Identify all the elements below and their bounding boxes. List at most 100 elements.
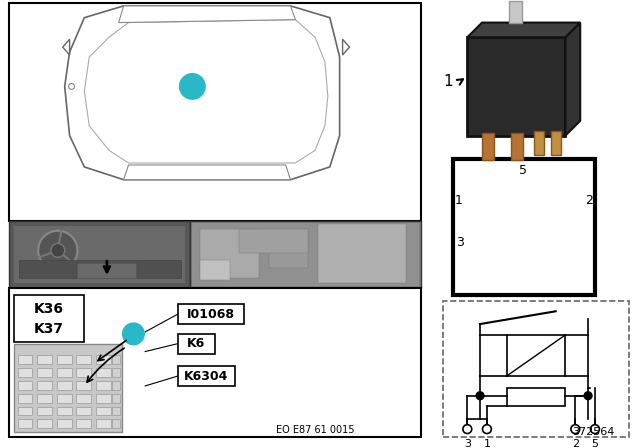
Bar: [509, 1, 522, 22]
Bar: [9, 288, 421, 437]
Polygon shape: [84, 20, 328, 163]
Bar: [193, 223, 419, 286]
Bar: [17, 394, 32, 403]
Text: 2: 2: [572, 439, 579, 448]
Bar: [9, 3, 421, 221]
Text: 1: 1: [129, 327, 138, 340]
Bar: [76, 368, 92, 377]
Bar: [57, 419, 72, 428]
Text: 1: 1: [454, 194, 462, 207]
Bar: [96, 394, 111, 403]
Circle shape: [180, 73, 205, 99]
Bar: [37, 394, 52, 403]
Bar: [458, 3, 595, 155]
Bar: [9, 221, 190, 288]
Bar: [13, 226, 186, 283]
Bar: [112, 419, 120, 428]
Text: 372564: 372564: [572, 427, 614, 437]
Circle shape: [476, 392, 484, 400]
Bar: [13, 344, 122, 432]
Circle shape: [591, 425, 600, 434]
Text: 3: 3: [464, 439, 471, 448]
Text: 1: 1: [188, 80, 196, 93]
Bar: [57, 381, 72, 390]
Circle shape: [51, 244, 65, 257]
Bar: [37, 406, 52, 415]
Bar: [178, 334, 215, 353]
Bar: [96, 355, 111, 364]
Polygon shape: [342, 39, 349, 55]
Bar: [57, 406, 72, 415]
Text: I01068: I01068: [187, 308, 235, 321]
Bar: [178, 366, 235, 386]
Bar: [37, 419, 52, 428]
Bar: [13, 295, 84, 342]
Bar: [112, 368, 120, 377]
Bar: [17, 368, 32, 377]
Polygon shape: [65, 6, 340, 180]
Text: K36: K36: [34, 302, 64, 316]
Bar: [96, 419, 111, 428]
Polygon shape: [63, 39, 70, 55]
Bar: [96, 406, 111, 415]
Polygon shape: [118, 6, 296, 22]
Bar: [112, 394, 120, 403]
Text: 2: 2: [585, 194, 593, 207]
Circle shape: [68, 83, 74, 89]
Bar: [57, 368, 72, 377]
Bar: [507, 335, 566, 376]
Bar: [76, 406, 92, 415]
Bar: [17, 406, 32, 415]
Bar: [17, 355, 32, 364]
Bar: [443, 302, 629, 437]
Bar: [76, 394, 92, 403]
Circle shape: [483, 425, 492, 434]
Polygon shape: [124, 165, 291, 180]
Bar: [57, 394, 72, 403]
Bar: [482, 133, 494, 160]
Text: 5: 5: [519, 164, 527, 177]
Bar: [239, 229, 308, 254]
Bar: [76, 381, 92, 390]
Bar: [37, 355, 52, 364]
Bar: [19, 260, 180, 278]
Bar: [96, 381, 111, 390]
Text: 3: 3: [456, 236, 465, 249]
Bar: [17, 419, 32, 428]
Bar: [112, 355, 120, 364]
Text: 5: 5: [591, 439, 598, 448]
Bar: [452, 159, 595, 295]
Polygon shape: [566, 22, 580, 135]
Bar: [37, 381, 52, 390]
Bar: [318, 224, 406, 283]
Bar: [534, 131, 544, 155]
Bar: [190, 221, 421, 288]
Text: K6: K6: [187, 337, 205, 350]
Circle shape: [463, 425, 472, 434]
Bar: [511, 133, 524, 160]
Bar: [96, 368, 111, 377]
Bar: [200, 260, 230, 280]
Polygon shape: [467, 22, 580, 37]
Bar: [37, 368, 52, 377]
Bar: [200, 229, 259, 278]
Bar: [17, 381, 32, 390]
Text: 1: 1: [443, 74, 452, 89]
Bar: [76, 419, 92, 428]
Bar: [269, 234, 308, 268]
Bar: [178, 304, 244, 324]
Text: K37: K37: [34, 322, 64, 336]
Bar: [112, 381, 120, 390]
Bar: [76, 355, 92, 364]
Bar: [57, 355, 72, 364]
Text: K6304: K6304: [184, 370, 228, 383]
Circle shape: [584, 392, 592, 400]
Bar: [507, 388, 566, 405]
Bar: [467, 37, 566, 135]
Circle shape: [571, 425, 580, 434]
Bar: [77, 263, 136, 278]
Circle shape: [123, 323, 144, 345]
Circle shape: [38, 231, 77, 270]
Bar: [551, 131, 561, 155]
Text: EO E87 61 0015: EO E87 61 0015: [276, 425, 355, 435]
